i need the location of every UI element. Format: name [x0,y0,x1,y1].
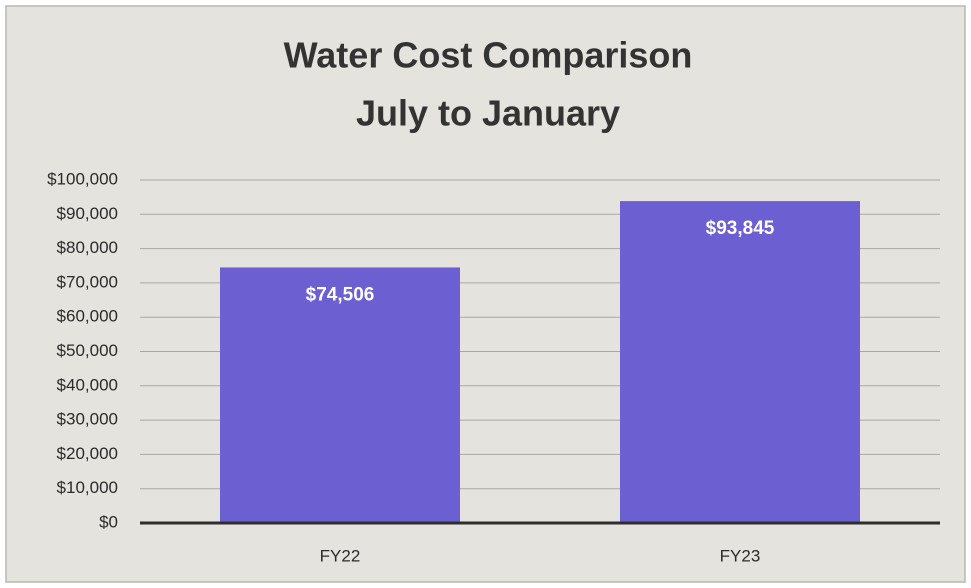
y-tick-label: $100,000 [47,169,118,188]
chart-subtitle: July to January [356,93,620,134]
x-tick-label: FY23 [720,546,761,565]
y-tick-label: $0 [99,512,118,531]
x-tick-label: FY22 [320,546,361,565]
chart-title: Water Cost Comparison [284,35,693,76]
y-tick-label: $30,000 [57,410,118,429]
bar [220,267,460,523]
y-tick-label: $20,000 [57,444,118,463]
y-tick-label: $40,000 [57,375,118,394]
y-tick-label: $70,000 [57,272,118,291]
y-tick-label: $90,000 [57,204,118,223]
data-label: $74,506 [306,284,375,305]
y-tick-label: $80,000 [57,238,118,257]
y-tick-label: $50,000 [57,341,118,360]
bar [620,201,860,524]
y-tick-label: $60,000 [57,307,118,326]
y-tick-label: $10,000 [57,478,118,497]
data-label: $93,845 [706,218,775,239]
